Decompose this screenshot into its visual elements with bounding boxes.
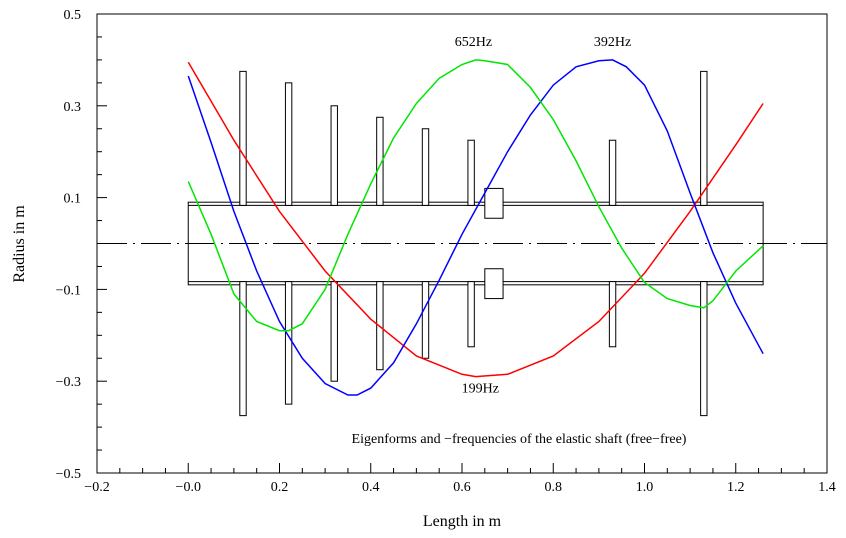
- x-tick-label: −0.2: [84, 480, 109, 495]
- curve-label-652hz: 652Hz: [455, 35, 492, 50]
- disc-top-4: [421, 128, 430, 206]
- disc-top-6: [608, 139, 617, 206]
- y-tick-label: 0.1: [64, 192, 82, 207]
- y-tick-label: −0.5: [56, 467, 81, 482]
- y-tick-label: 0.3: [64, 100, 82, 115]
- x-axis-title: Length in m: [423, 513, 502, 530]
- x-tick-label: 0.6: [453, 480, 471, 495]
- disc-bottom-2: [330, 281, 338, 382]
- disc-top-0: [239, 70, 247, 206]
- disc-bottom-4: [421, 281, 430, 359]
- x-tick-label: 0.4: [362, 480, 380, 495]
- curve-labels: 199Hz 392Hz 652Hz: [455, 35, 631, 397]
- disc-bottom-6: [608, 281, 617, 348]
- series-line-652hz: [187, 59, 764, 332]
- disc-bottom-0: [239, 281, 247, 417]
- disc-top-3: [376, 116, 384, 206]
- x-tick-label: 0.2: [271, 480, 289, 495]
- shaft-drawing: [187, 70, 764, 417]
- disc-top-1: [284, 82, 293, 206]
- curve-label-392hz: 392Hz: [594, 35, 631, 50]
- x-tick-label: −0.0: [176, 480, 201, 495]
- disc-top-2: [330, 105, 338, 206]
- disc-top-5: [467, 139, 475, 206]
- hub-bottom: [484, 268, 504, 300]
- series-line-199hz: [187, 61, 764, 378]
- y-tick-label: 0.5: [64, 8, 82, 23]
- disc-bottom-7: [700, 281, 708, 417]
- x-tick-label: 0.8: [545, 480, 563, 495]
- series-line-392hz: [187, 59, 764, 396]
- axes: −0.2 −0.0 0.2 0.4 0.6 0.8 1.0 1.2 1.4 −0.5 −0.3 −0.…: [56, 8, 836, 495]
- y-tick-label: −0.1: [56, 283, 81, 298]
- disc-top-7: [700, 70, 708, 206]
- disc-bottom-5: [467, 281, 475, 348]
- disc-bottom-1: [284, 281, 293, 405]
- y-axis-title: Radius in m: [11, 205, 28, 283]
- x-tick-label: 1.2: [727, 480, 745, 495]
- curve-label-199hz: 199Hz: [462, 382, 499, 397]
- hub-top: [484, 187, 504, 219]
- x-tick-label: 1.0: [636, 480, 654, 495]
- chart-annotation: Eigenforms and −frequencies of the elast…: [352, 432, 687, 447]
- x-tick-label: 1.4: [818, 480, 836, 495]
- y-tick-label: −0.3: [56, 375, 81, 390]
- series-group: [187, 59, 764, 396]
